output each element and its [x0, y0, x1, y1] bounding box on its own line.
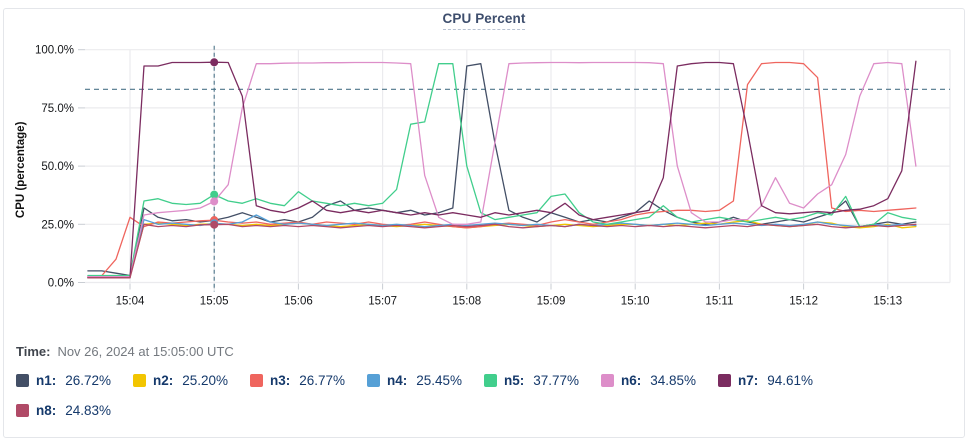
series-line-n7: [87, 60, 917, 279]
legend-item-n6[interactable]: n6: 34.85%: [601, 372, 718, 388]
legend-series-value: 25.20%: [182, 372, 229, 388]
legend-swatch-n1: [16, 373, 29, 387]
x-tick-label: 15:06: [284, 296, 313, 308]
x-tick-label: 15:07: [368, 296, 397, 308]
series-line-n6: [87, 61, 917, 278]
legend-series-value: 34.85%: [650, 372, 697, 388]
legend-series-name: n8:: [36, 402, 57, 418]
x-tick-label: 15:11: [705, 296, 733, 308]
legend-item-n1[interactable]: n1: 26.72%: [16, 372, 133, 388]
legend-item-n2[interactable]: n2: 25.20%: [133, 372, 250, 388]
x-tick-label: 15:09: [537, 296, 566, 308]
y-tick-label: 100.0%: [35, 45, 74, 57]
y-tick-label: 0.0%: [48, 278, 74, 290]
legend-swatch-n5: [484, 373, 497, 387]
legend-item-n5[interactable]: n5: 37.77%: [484, 372, 601, 388]
legend-row-1: n1: 26.72% n2: 25.20% n3: 26.77% n4: 25.45% n5: 3…: [16, 372, 956, 388]
legend-item-n3[interactable]: n3: 26.77%: [250, 372, 367, 388]
series-line-n1: [87, 63, 917, 277]
legend-item-n4[interactable]: n4: 25.45%: [367, 372, 484, 388]
cursor-time-value: Nov 26, 2024 at 15:05:00 UTC: [57, 344, 234, 359]
cursor-dot-n7: [210, 58, 219, 67]
legend-swatch-n2: [133, 373, 146, 387]
legend-item-n8[interactable]: n8: 24.83%: [16, 402, 133, 418]
legend-series-name: n1:: [36, 372, 57, 388]
legend-series-name: n2:: [153, 372, 174, 388]
legend-series-name: n3:: [270, 372, 291, 388]
cursor-dot-n5: [210, 190, 219, 199]
legend-swatch-n6: [601, 373, 614, 387]
series-line-n5: [87, 63, 917, 277]
panel-title[interactable]: CPU Percent: [442, 11, 526, 30]
legend-series-value: 26.72%: [65, 372, 112, 388]
legend-swatch-n8: [16, 403, 29, 417]
x-tick-label: 15:04: [116, 296, 145, 308]
legend-item-n7[interactable]: n7: 94.61%: [718, 372, 835, 388]
legend-row-2: n8: 24.83%: [16, 402, 956, 418]
legend-swatch-n4: [367, 373, 380, 387]
legend-series-name: n7:: [738, 372, 759, 388]
cursor-dot-n8: [210, 220, 219, 229]
cpu-percent-chart[interactable]: 0.0% 25.0% 50.0% 75.0% 100.0% 15:04 15:05 15:06…: [0, 34, 968, 316]
legend-swatch-n3: [250, 373, 263, 387]
cursor-dot-n6: [210, 197, 219, 206]
legend-series-name: n6:: [621, 372, 642, 388]
y-tick-label: 25.0%: [41, 219, 74, 231]
legend-series-value: 25.45%: [416, 372, 463, 388]
legend-series-value: 24.83%: [65, 402, 112, 418]
legend-series-value: 37.77%: [533, 372, 580, 388]
y-tick-label: 50.0%: [41, 161, 74, 173]
cursor-time-label: Time:: [16, 344, 51, 359]
legend-series-name: n5:: [504, 372, 525, 388]
x-tick-label: 15:05: [200, 296, 229, 308]
legend-series-value: 26.77%: [299, 372, 346, 388]
x-tick-label: 15:13: [873, 296, 902, 308]
x-tick-label: 15:10: [621, 296, 650, 308]
y-axis-title: CPU (percentage): [15, 121, 27, 218]
x-tick-label: 15:08: [452, 296, 481, 308]
y-tick-label: 75.0%: [41, 103, 74, 115]
x-tick-label: 15:12: [789, 296, 818, 308]
legend-series-value: 94.61%: [767, 372, 814, 388]
cursor-time-row: Time: Nov 26, 2024 at 15:05:00 UTC: [16, 344, 234, 359]
panel-header: CPU Percent: [0, 10, 968, 30]
series-line-n3: [87, 61, 917, 278]
series-line-n8: [87, 223, 917, 279]
legend-swatch-n7: [718, 373, 731, 387]
series-line-n2: [87, 220, 917, 279]
legend-series-name: n4:: [387, 372, 408, 388]
